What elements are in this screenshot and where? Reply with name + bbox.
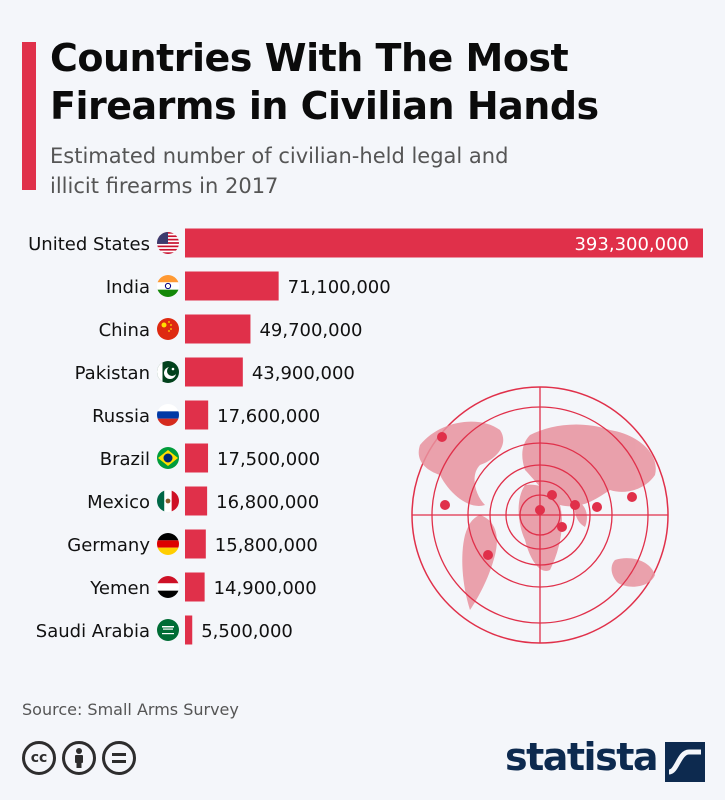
mexico-flag-icon <box>157 490 179 512</box>
category-label: India <box>106 277 150 298</box>
bar-row: United States 393,300,000 <box>28 228 703 258</box>
us-flag-icon <box>157 232 179 254</box>
india-flag-icon <box>157 275 179 297</box>
bar <box>185 314 251 344</box>
category-label: Brazil <box>100 449 150 470</box>
value-label: 15,800,000 <box>215 535 318 556</box>
value-label: 17,500,000 <box>217 449 320 470</box>
source-note: Source: Small Arms Survey <box>22 700 239 719</box>
bar <box>185 486 208 516</box>
category-label: Russia <box>92 406 150 427</box>
bar <box>185 228 703 258</box>
category-label: Germany <box>67 535 150 556</box>
saudi-arabia-flag-icon <box>157 619 179 641</box>
bar-row: Russia 17,600,000 <box>92 400 320 430</box>
value-label: 49,700,000 <box>259 320 362 341</box>
bar-row: India 71,100,000 <box>106 271 391 301</box>
value-label: 5,500,000 <box>201 621 293 642</box>
category-label: Saudi Arabia <box>36 621 150 642</box>
bar <box>185 615 193 645</box>
value-label: 43,900,000 <box>252 363 355 384</box>
bar <box>185 529 206 559</box>
category-label: Yemen <box>89 578 150 599</box>
bar-row: Saudi Arabia 5,500,000 <box>36 615 293 645</box>
bar-row: Mexico 16,800,000 <box>87 486 319 516</box>
russia-flag-icon <box>157 404 179 426</box>
bar <box>185 271 279 301</box>
cc-icon[interactable]: cc <box>22 741 56 775</box>
crosshair-target-illustration <box>411 386 669 644</box>
yemen-flag-icon <box>157 576 179 598</box>
bar <box>185 572 205 602</box>
page-title: Countries With The Most Firearms in Civi… <box>50 36 599 128</box>
statista-logo-text[interactable]: statista <box>504 735 659 779</box>
statista-logo-icon[interactable] <box>665 742 705 782</box>
bar-row: Brazil 17,500,000 <box>100 443 320 473</box>
china-flag-icon <box>157 318 179 340</box>
bar-row: China 49,700,000 <box>99 314 363 344</box>
category-label: China <box>99 320 150 341</box>
value-label: 71,100,000 <box>288 277 391 298</box>
value-label: 14,900,000 <box>214 578 317 599</box>
bar-chart: United States 393,300,000 India 71,100,000 C… <box>28 228 703 645</box>
value-label: 17,600,000 <box>217 406 320 427</box>
category-label: Mexico <box>87 492 150 513</box>
no-derivatives-icon[interactable] <box>102 741 136 775</box>
bar-row: Germany 15,800,000 <box>67 529 318 559</box>
bar-row: Yemen 14,900,000 <box>89 572 317 602</box>
category-label: Pakistan <box>75 363 150 384</box>
brazil-flag-icon <box>157 447 179 469</box>
title-accent-bar <box>22 42 36 190</box>
pakistan-flag-icon <box>157 361 179 383</box>
bar <box>185 357 243 387</box>
value-label: 16,800,000 <box>216 492 319 513</box>
bar <box>185 443 209 473</box>
germany-flag-icon <box>157 533 179 555</box>
value-label: 393,300,000 <box>574 234 689 255</box>
category-label: United States <box>28 234 150 255</box>
bar-row: Pakistan 43,900,000 <box>75 357 355 387</box>
attribution-icon[interactable] <box>62 741 96 775</box>
page-subtitle: Estimated number of civilian-held legal … <box>50 144 509 198</box>
bar <box>185 400 209 430</box>
license-icons: cc <box>22 741 136 775</box>
